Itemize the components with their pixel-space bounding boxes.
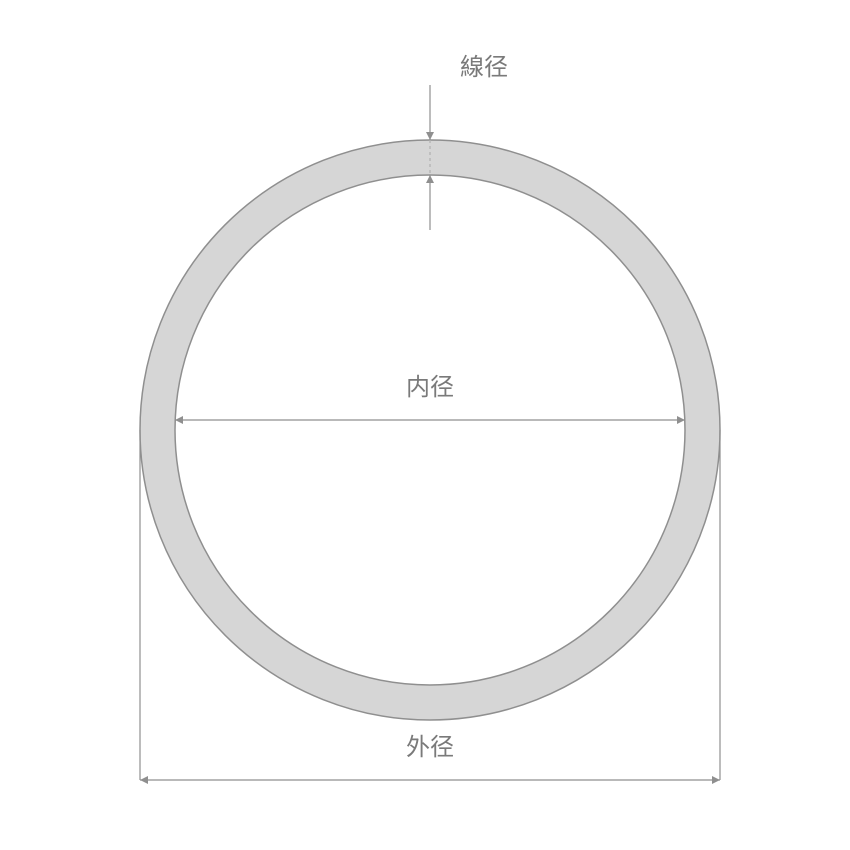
wall-thickness-label: 線径 xyxy=(460,54,508,81)
inner-diameter-label: 内径 xyxy=(406,374,454,401)
ring-dimension-diagram: 線径 内径 外径 xyxy=(0,0,850,850)
inner-circle xyxy=(175,175,685,685)
outer-diameter-label: 外径 xyxy=(406,734,454,761)
